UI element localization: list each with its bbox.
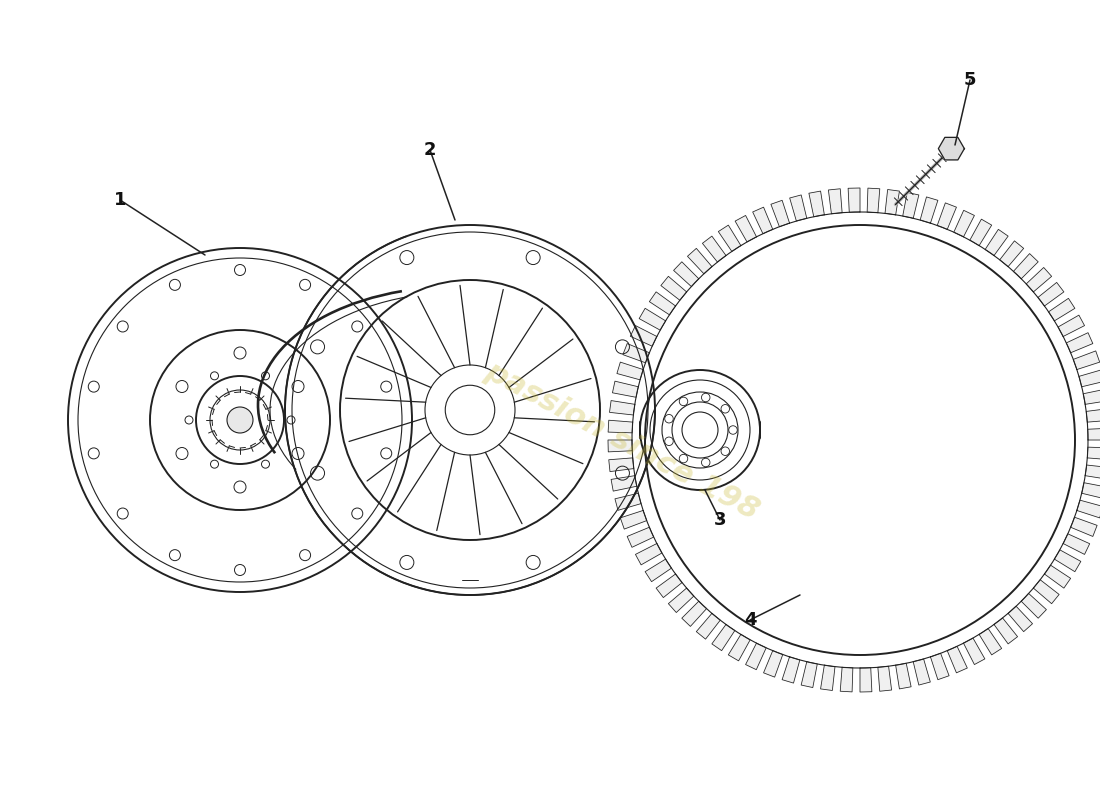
- Polygon shape: [979, 629, 1002, 655]
- Polygon shape: [669, 588, 694, 613]
- Polygon shape: [752, 207, 772, 234]
- Polygon shape: [1013, 254, 1038, 278]
- Polygon shape: [639, 308, 665, 330]
- Circle shape: [227, 407, 253, 433]
- Text: 2: 2: [424, 141, 437, 159]
- Polygon shape: [828, 189, 843, 214]
- Polygon shape: [763, 650, 783, 677]
- Polygon shape: [970, 219, 992, 246]
- Polygon shape: [994, 618, 1018, 644]
- Polygon shape: [728, 634, 750, 661]
- Polygon shape: [608, 440, 632, 452]
- Polygon shape: [1038, 282, 1064, 306]
- Polygon shape: [821, 665, 835, 690]
- Polygon shape: [1081, 482, 1100, 499]
- Polygon shape: [1070, 518, 1097, 537]
- Polygon shape: [1021, 594, 1046, 618]
- Polygon shape: [1066, 333, 1092, 353]
- Polygon shape: [947, 646, 967, 673]
- Polygon shape: [782, 657, 800, 683]
- Polygon shape: [964, 638, 984, 665]
- Polygon shape: [661, 276, 686, 300]
- Polygon shape: [656, 574, 682, 598]
- Polygon shape: [1055, 550, 1081, 572]
- Polygon shape: [673, 262, 698, 286]
- Polygon shape: [1063, 534, 1090, 554]
- Polygon shape: [617, 362, 643, 380]
- Polygon shape: [840, 667, 852, 692]
- Polygon shape: [937, 203, 956, 230]
- Polygon shape: [1045, 565, 1070, 588]
- Polygon shape: [921, 197, 938, 223]
- Polygon shape: [1086, 465, 1100, 479]
- Polygon shape: [612, 476, 637, 491]
- Polygon shape: [801, 662, 817, 687]
- Polygon shape: [718, 225, 741, 251]
- Polygon shape: [620, 510, 647, 529]
- Polygon shape: [903, 193, 918, 218]
- Polygon shape: [703, 236, 726, 262]
- Polygon shape: [771, 200, 790, 226]
- Polygon shape: [1084, 389, 1100, 404]
- Polygon shape: [1058, 315, 1085, 337]
- Polygon shape: [913, 659, 931, 685]
- Polygon shape: [895, 663, 911, 689]
- Polygon shape: [615, 494, 641, 510]
- Polygon shape: [613, 381, 638, 398]
- Polygon shape: [623, 343, 649, 362]
- Polygon shape: [954, 210, 975, 237]
- Polygon shape: [1074, 351, 1100, 370]
- Text: 3: 3: [714, 511, 726, 529]
- Polygon shape: [986, 230, 1008, 255]
- Polygon shape: [886, 190, 900, 215]
- Polygon shape: [1033, 580, 1059, 604]
- Polygon shape: [1026, 267, 1052, 292]
- Polygon shape: [712, 625, 735, 650]
- Polygon shape: [609, 401, 635, 415]
- Polygon shape: [649, 292, 675, 315]
- Polygon shape: [878, 666, 892, 691]
- Text: passion since 198: passion since 198: [480, 357, 763, 526]
- Polygon shape: [696, 614, 720, 639]
- Polygon shape: [746, 643, 767, 670]
- Polygon shape: [1000, 241, 1024, 266]
- Polygon shape: [688, 248, 712, 274]
- Polygon shape: [1088, 428, 1100, 440]
- Polygon shape: [735, 215, 757, 242]
- Polygon shape: [630, 326, 657, 346]
- Polygon shape: [1086, 409, 1100, 422]
- Polygon shape: [1087, 447, 1100, 460]
- Polygon shape: [1048, 298, 1075, 321]
- Text: 1: 1: [113, 191, 127, 209]
- Polygon shape: [790, 195, 806, 221]
- Polygon shape: [645, 559, 671, 582]
- Text: 4: 4: [744, 611, 757, 629]
- Polygon shape: [860, 668, 872, 692]
- Polygon shape: [931, 654, 949, 680]
- Text: 5: 5: [964, 71, 976, 89]
- Polygon shape: [1079, 370, 1100, 386]
- Polygon shape: [636, 543, 662, 565]
- Polygon shape: [627, 527, 653, 547]
- Polygon shape: [608, 420, 632, 433]
- Polygon shape: [808, 191, 824, 217]
- Polygon shape: [1008, 606, 1033, 632]
- Polygon shape: [848, 188, 860, 212]
- Polygon shape: [867, 188, 880, 213]
- Polygon shape: [1077, 500, 1100, 518]
- Polygon shape: [608, 458, 634, 471]
- Polygon shape: [938, 138, 965, 160]
- Polygon shape: [682, 602, 706, 626]
